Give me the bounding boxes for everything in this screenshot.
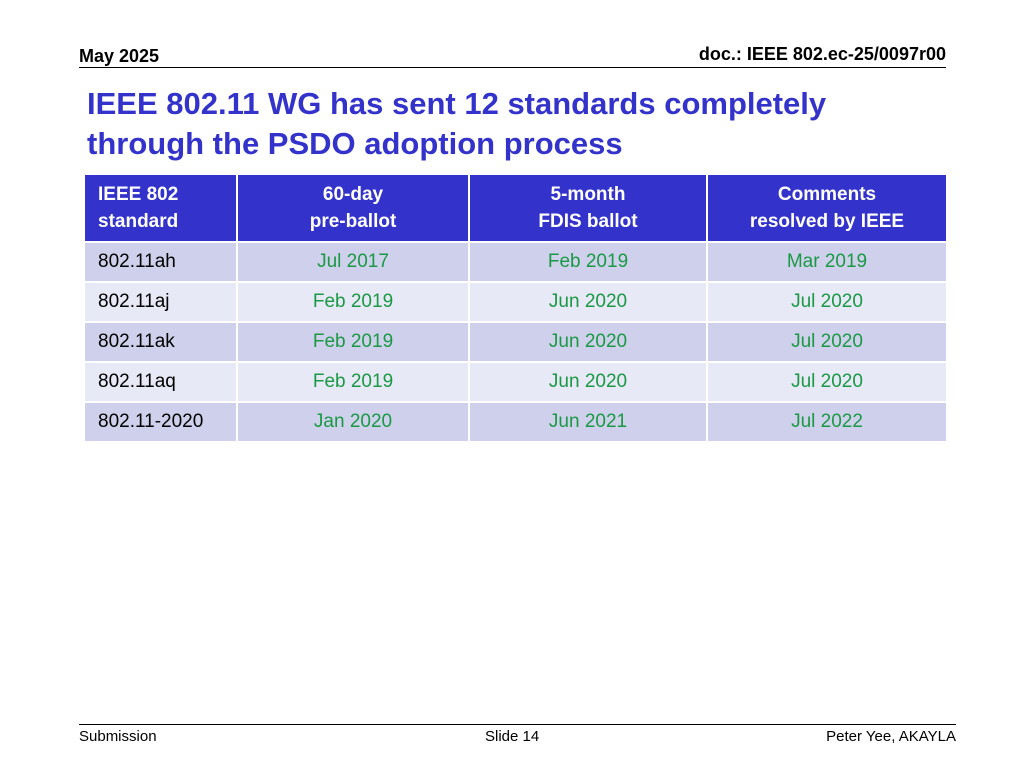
standard-cell: 802.11-2020: [85, 403, 238, 441]
resolved-cell: Jul 2022: [708, 403, 946, 441]
standard-cell: 802.11ah: [85, 243, 238, 283]
pre-ballot-cell: Feb 2019: [238, 363, 470, 403]
header-date: May 2025: [79, 46, 160, 66]
column-header-fdis-ballot: 5-month FDIS ballot: [470, 175, 708, 243]
footer-author: Peter Yee, AKAYLA: [826, 728, 956, 745]
resolved-cell: Jul 2020: [708, 323, 946, 363]
pre-ballot-cell: Feb 2019: [238, 283, 470, 323]
footer-slide-number: Slide 14: [485, 728, 540, 745]
header-doc-id: doc.: IEEE 802.ec-25/0097r00: [698, 44, 946, 64]
slide-title-line-2: through the PSDO adoption process: [87, 126, 623, 161]
table-row: 802.11aj Feb 2019 Jun 2020 Jul 2020: [85, 283, 946, 323]
table-row: 802.11ah Jul 2017 Feb 2019 Mar 2019: [85, 243, 946, 283]
standard-cell: 802.11aj: [85, 283, 238, 323]
pre-ballot-cell: Jul 2017: [238, 243, 470, 283]
column-header-comments-resolved: Comments resolved by IEEE: [708, 175, 946, 243]
slide-title-line-1: IEEE 802.11 WG has sent 12 standards com…: [87, 86, 827, 121]
standards-table: IEEE 802 standard 60-day pre-ballot 5-mo…: [85, 175, 946, 441]
fdis-ballot-cell: Jun 2020: [470, 363, 708, 403]
footer-divider: [79, 724, 956, 725]
fdis-ballot-cell: Jun 2020: [470, 323, 708, 363]
pre-ballot-cell: Feb 2019: [238, 323, 470, 363]
resolved-cell: Mar 2019: [708, 243, 946, 283]
resolved-cell: Jul 2020: [708, 363, 946, 403]
footer-submission: Submission: [79, 728, 157, 745]
slide-title: IEEE 802.11 WG has sent 12 standards com…: [87, 84, 947, 164]
fdis-ballot-cell: Feb 2019: [470, 243, 708, 283]
resolved-cell: Jul 2020: [708, 283, 946, 323]
standard-cell: 802.11aq: [85, 363, 238, 403]
fdis-ballot-cell: Jun 2020: [470, 283, 708, 323]
table-row: 802.11ak Feb 2019 Jun 2020 Jul 2020: [85, 323, 946, 363]
fdis-ballot-cell: Jun 2021: [470, 403, 708, 441]
header-divider: [79, 67, 946, 68]
standard-cell: 802.11ak: [85, 323, 238, 363]
column-header-standard: IEEE 802 standard: [85, 175, 238, 243]
column-header-pre-ballot: 60-day pre-ballot: [238, 175, 470, 243]
pre-ballot-cell: Jan 2020: [238, 403, 470, 441]
table-row: 802.11aq Feb 2019 Jun 2020 Jul 2020: [85, 363, 946, 403]
table-row: 802.11-2020 Jan 2020 Jun 2021 Jul 2022: [85, 403, 946, 441]
table-header-row: IEEE 802 standard 60-day pre-ballot 5-mo…: [85, 175, 946, 243]
